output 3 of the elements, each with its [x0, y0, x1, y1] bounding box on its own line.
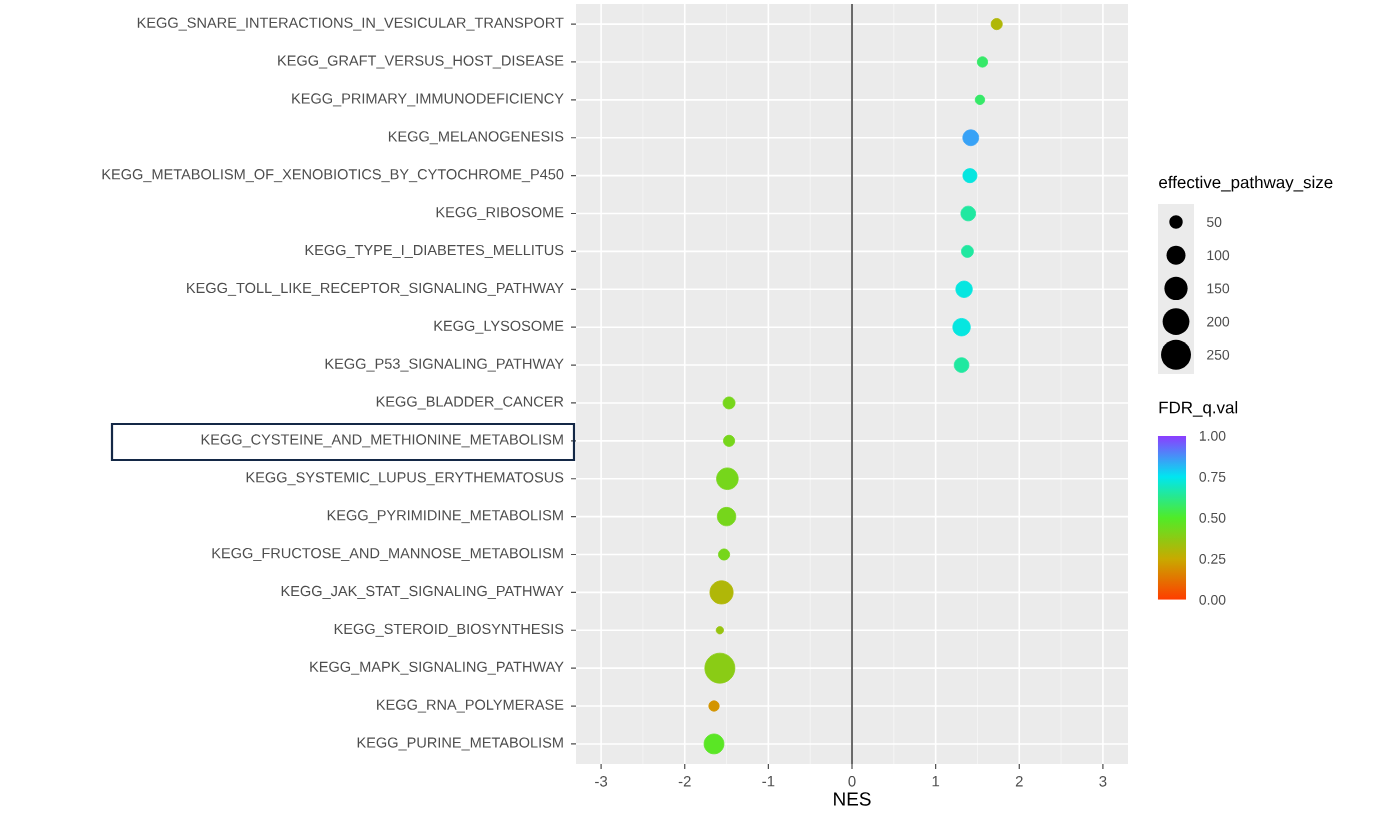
- x-axis-title: NES: [834, 792, 871, 806]
- legend-title: effective_pathway_size: [1159, 175, 1333, 192]
- color-bar-title: FDR_q.val: [1159, 401, 1238, 417]
